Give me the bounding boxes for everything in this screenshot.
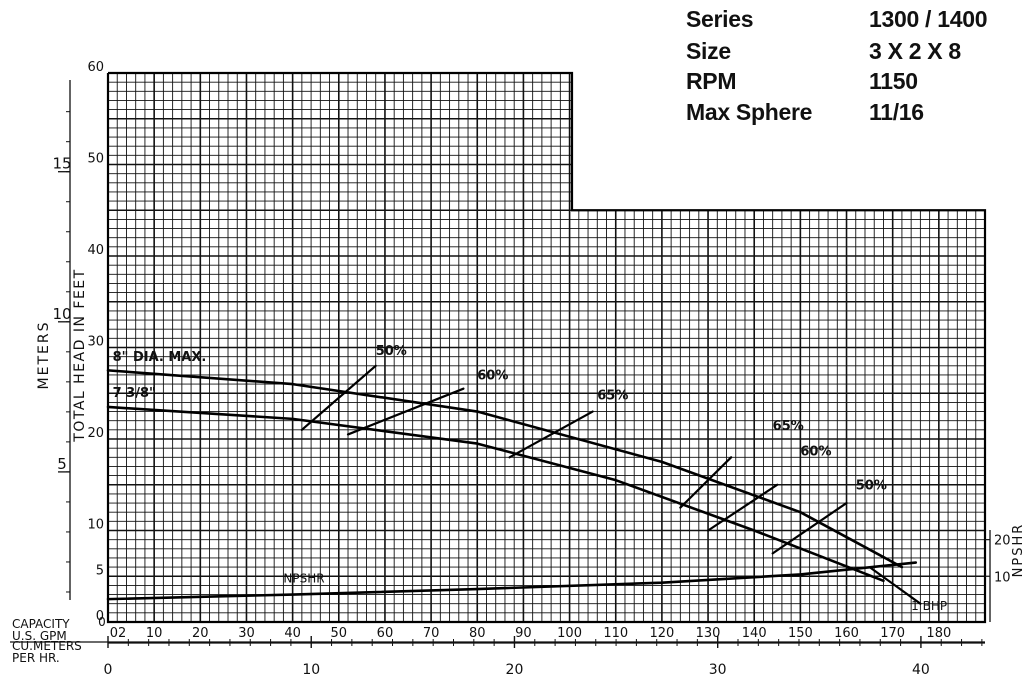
per-hr-label: PER HR. — [12, 651, 60, 665]
efficiency-curve-6 — [771, 501, 848, 555]
spec-label-size: Size — [686, 38, 731, 64]
x-tick-gpm-20: 20 — [192, 626, 209, 641]
x-tick-gpm-90: 90 — [515, 626, 532, 641]
capacity-label: CAPACITY — [12, 617, 70, 631]
x-tick-gpm-130: 130 — [696, 626, 721, 641]
efficiency-curve-5 — [706, 483, 779, 532]
grid-outline — [106, 71, 987, 624]
x-tick-gpm-150: 150 — [788, 626, 813, 641]
x-origin-label: 0 — [98, 615, 106, 629]
y-tick-feet-30: 30 — [87, 335, 104, 350]
x-tick-m3h-0: 0 — [104, 662, 113, 678]
meters-axis-title: METERS — [36, 321, 52, 390]
spec-label-series: Series — [686, 6, 754, 32]
y-tick-feet-40: 40 — [87, 243, 104, 258]
spec-label-rpm: RPM — [686, 68, 737, 94]
y-tick-feet-20: 20 — [87, 426, 104, 441]
bhp-line-1 — [868, 565, 922, 605]
npshr-tick-20: 20 — [994, 534, 1011, 549]
cu-meters-label: CU.METERS — [12, 639, 82, 653]
gpm-label: U.S. GPM — [12, 629, 67, 643]
x-tick-gpm-60: 60 — [377, 626, 394, 641]
y-tick-meters-15: 15 — [52, 155, 71, 173]
efficiency-curve-2 — [346, 387, 465, 436]
chart-labels: 50% 60% 65% 65% 60% 50% 8" DIA. MAX. 7 3/8" NPSH… — [113, 344, 947, 613]
x-tick-m3h-20: 20 — [506, 662, 524, 678]
x-tick-gpm-160: 160 — [834, 626, 859, 641]
max-dia-label: 8" DIA. MAX. — [113, 350, 207, 365]
spec-value-rpm: 1150 — [869, 68, 918, 94]
feet-axis-title: TOTAL HEAD IN FEET — [72, 268, 88, 442]
npshr-curve — [106, 561, 918, 601]
y-tick-meters-5: 5 — [57, 455, 67, 473]
chart-curves — [106, 364, 922, 605]
spec-value-series: 1300 / 1400 — [869, 6, 988, 32]
x-tick-gpm-50: 50 — [331, 626, 348, 641]
y-tick-feet-10: 10 — [87, 518, 104, 533]
spec-label-max-sphere: Max Sphere — [686, 99, 813, 125]
y-tick-feet-0: 0 — [96, 609, 104, 624]
y-tick-feet-50: 50 — [87, 152, 104, 167]
y-tick-feet-60: 60 — [87, 60, 104, 75]
efficiency-curve-4 — [679, 456, 733, 509]
x-tick-gpm-40: 40 — [284, 626, 301, 641]
x-tick-gpm-10: 10 — [146, 626, 163, 641]
x-tick-gpm-100: 100 — [557, 626, 582, 641]
npshr-axis-title: NPSHR — [1011, 523, 1026, 578]
bhp-label: 1 BHP — [911, 599, 947, 613]
spec-value-size: 3 X 2 X 8 — [869, 38, 961, 64]
x-tick-m3h-10: 10 — [302, 662, 320, 678]
y-tick-feet-5: 5 — [96, 563, 104, 578]
efficiency-label-2: 60% — [477, 369, 508, 384]
chart-axes: 0 5 10 20 30 40 50 60 5 10 15 METERS TOTAL HEAD IN F… — [10, 60, 1026, 678]
x-tick-gpm-170: 170 — [880, 626, 905, 641]
x-tick-gpm-70: 70 — [423, 626, 440, 641]
npshr-tick-10: 10 — [994, 570, 1011, 585]
efficiency-label-3: 65% — [597, 389, 628, 404]
x-tick-gpm-110: 110 — [603, 626, 628, 641]
x-tick-gpm-80: 80 — [469, 626, 486, 641]
x-tick-gpm-180: 180 — [926, 626, 951, 641]
efficiency-curve-1 — [300, 364, 377, 431]
npshr-curve-label: NPSHR — [283, 572, 324, 586]
x-tick-m3h-40: 40 — [912, 662, 930, 678]
efficiency-label-4: 65% — [773, 419, 804, 434]
y-tick-meters-10: 10 — [52, 305, 71, 323]
spec-value-max-sphere: 11/16 — [869, 99, 924, 125]
x-tick-gpm-30: 30 — [238, 626, 255, 641]
efficiency-label-5: 60% — [800, 444, 831, 459]
x-tick-gpm-140: 140 — [742, 626, 767, 641]
impeller-curve-1 — [106, 369, 904, 569]
x-tick-gpm-02: 02 — [110, 626, 127, 641]
efficiency-label-6: 50% — [856, 478, 887, 493]
x-tick-gpm-120: 120 — [649, 626, 674, 641]
x-tick-m3h-30: 30 — [709, 662, 727, 678]
impeller-curve-2 — [106, 405, 885, 583]
efficiency-label-1: 50% — [376, 344, 407, 359]
dia-2-label: 7 3/8" — [113, 386, 156, 401]
efficiency-curve-3 — [508, 410, 594, 459]
